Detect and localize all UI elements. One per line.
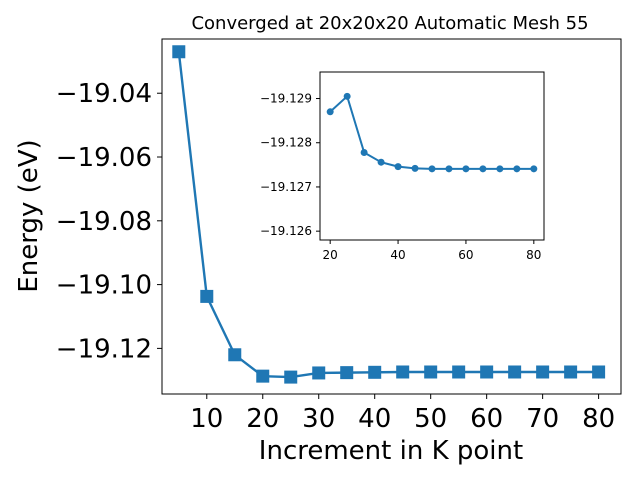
- inset-y-tick-label: −19.126: [260, 224, 312, 238]
- inset-data-point: [496, 165, 504, 173]
- main-x-tick-label: 50: [414, 404, 447, 434]
- main-y-tick-label: −19.12: [56, 334, 152, 364]
- inset-y-tick-label: −19.127: [260, 180, 312, 194]
- main-data-point: [172, 45, 186, 59]
- main-data-point: [368, 365, 382, 379]
- inset-x-tick-label: 20: [323, 248, 338, 262]
- main-x-tick-label: 40: [358, 404, 391, 434]
- main-x-tick-label: 60: [470, 404, 503, 434]
- main-y-tick-label: −19.10: [56, 271, 152, 301]
- main-y-tick-label: −19.04: [56, 79, 152, 109]
- main-data-point: [200, 289, 214, 303]
- main-data-point: [340, 366, 354, 380]
- inset-plot-area: 20 40 60 80 −19.129 −19.128 −19.127 −19.126: [260, 71, 545, 262]
- main-data-point: [312, 366, 326, 380]
- inset-y-tick-label: −19.128: [260, 136, 312, 150]
- inset-y-tick-label: −19.129: [260, 92, 312, 106]
- inset-data-point: [394, 163, 402, 171]
- main-x-tick-label: 10: [190, 404, 223, 434]
- inset-data-point: [462, 165, 470, 173]
- main-y-tick-label: −19.06: [56, 143, 152, 173]
- main-data-point: [396, 365, 410, 379]
- inset-data-point: [411, 164, 419, 172]
- main-data-point: [592, 365, 606, 379]
- inset-data-point: [445, 165, 453, 173]
- inset-x-tick-label: 60: [458, 248, 473, 262]
- inset-data-point: [326, 108, 334, 116]
- main-data-point: [256, 369, 270, 383]
- inset-frame: [319, 71, 545, 241]
- inset-data-point: [360, 148, 368, 156]
- inset-data-point: [377, 158, 385, 166]
- main-data-point: [284, 370, 298, 384]
- chart-title: Converged at 20x20x20 Automatic Mesh 55: [191, 13, 588, 34]
- inset-x-tick-label: 80: [526, 248, 541, 262]
- y-axis-label: Energy (eV): [14, 139, 44, 292]
- inset-data-point: [428, 165, 436, 173]
- main-x-tick-label: 20: [246, 404, 279, 434]
- main-x-tick-label: 30: [302, 404, 335, 434]
- main-x-tick-label: 80: [582, 404, 615, 434]
- main-series-line: [177, 51, 599, 379]
- main-data-point: [452, 365, 466, 379]
- inset-x-tick-label: 40: [390, 248, 405, 262]
- inset-data-point: [530, 165, 538, 173]
- main-data-point: [508, 365, 522, 379]
- main-data-point: [536, 365, 550, 379]
- inset-data-point: [343, 92, 351, 100]
- main-data-point: [480, 365, 494, 379]
- main-data-point: [228, 348, 242, 362]
- main-x-tick-label: 70: [526, 404, 559, 434]
- x-axis-label: Increment in K point: [259, 436, 523, 466]
- main-y-tick-label: −19.08: [56, 207, 152, 237]
- inset-data-point: [479, 165, 487, 173]
- main-data-point: [424, 365, 438, 379]
- main-data-point: [564, 365, 578, 379]
- inset-data-point: [513, 165, 521, 173]
